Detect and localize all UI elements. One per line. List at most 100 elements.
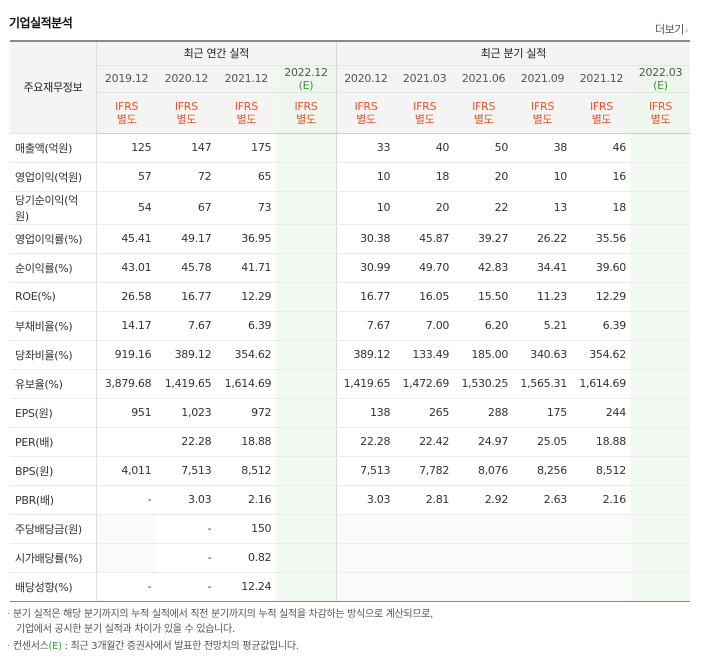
cell-annual: 354.62 bbox=[216, 340, 277, 370]
cell-quarter: 6.39 bbox=[571, 310, 631, 341]
ifrs-annual-1: IFRS 별도 bbox=[156, 92, 217, 134]
ifrs-annual-2-line2: 별도 bbox=[236, 112, 257, 126]
table-row: 주당배당금(원) -150 bbox=[10, 513, 690, 544]
period-annual-3-text: 2022.12 bbox=[284, 65, 328, 79]
period-quarter-2: 2021.06 bbox=[454, 65, 514, 93]
cell-quarter: 7.00 bbox=[395, 310, 455, 341]
period-quarter-3-text: 2021.09 bbox=[520, 72, 565, 85]
row-label: 배당성향(%) bbox=[10, 572, 97, 602]
period-quarter-1-text: 2021.03 bbox=[402, 72, 447, 85]
group-quarter-header: 최근 분기 실적 bbox=[335, 40, 690, 66]
ifrs-quarter-0-line2: 별도 bbox=[356, 112, 376, 126]
period-quarter-4: 2021.12 bbox=[571, 65, 631, 93]
period-quarter-5-text: 2022.03 bbox=[638, 65, 683, 79]
cell-annual: 150 bbox=[216, 513, 277, 544]
group-annual-header: 최근 연간 실적 bbox=[96, 40, 337, 66]
cell-quarter bbox=[630, 223, 690, 254]
cell-annual: 919.16 bbox=[96, 340, 157, 370]
cell-quarter: 33 bbox=[335, 133, 396, 163]
period-annual-3-estimate-mark: (E) bbox=[298, 78, 314, 92]
cell-quarter bbox=[630, 340, 690, 370]
ifrs-annual-2-line1: IFRS bbox=[234, 99, 258, 113]
cell-quarter: 138 bbox=[335, 397, 396, 428]
note-line1: 분기 실적은 해당 분기까지의 누적 실적에서 직전 분기까지의 누적 실적을 … bbox=[12, 609, 434, 620]
period-annual-3: 2022.12 (E) bbox=[276, 65, 337, 93]
cell-annual: 389.12 bbox=[156, 340, 217, 370]
cell-annual bbox=[276, 456, 337, 486]
cell-quarter: 1,530.25 bbox=[454, 369, 514, 399]
cell-annual: 36.95 bbox=[216, 223, 277, 254]
note-quarterly: · 분기 실적은 해당 분기까지의 누적 실적에서 직전 분기까지의 누적 실적을… bbox=[7, 608, 433, 621]
cell-annual: 49.17 bbox=[156, 223, 217, 254]
ifrs-quarter-3-line2: 별도 bbox=[532, 112, 553, 126]
cell-quarter: 13 bbox=[513, 191, 572, 225]
cell-annual: 1,614.69 bbox=[216, 369, 277, 399]
ifrs-quarter-5-line2: 별도 bbox=[650, 112, 671, 126]
ifrs-annual-3-line1: IFRS bbox=[294, 99, 318, 113]
row-label: 영업이익률(%) bbox=[10, 223, 97, 254]
row-label: BPS(원) bbox=[10, 456, 97, 486]
cell-annual: - bbox=[96, 485, 157, 515]
cell-annual: - bbox=[96, 572, 157, 602]
cell-annual bbox=[276, 397, 337, 428]
cell-quarter: 133.49 bbox=[395, 340, 455, 370]
cell-quarter: 354.62 bbox=[571, 340, 631, 370]
table-row: ROE(%) 26.58 16.77 12.29 16.77 16.05 15.50 11.2… bbox=[10, 282, 690, 312]
table-row: 영업이익률(%) 45.41 49.17 36.95 30.38 45.87 39.27 26… bbox=[10, 223, 690, 254]
more-link[interactable]: 더보기› bbox=[655, 21, 689, 37]
cell-annual: 3,879.68 bbox=[96, 369, 157, 399]
more-label[interactable]: 더보기 bbox=[655, 23, 684, 36]
period-quarter-2-text: 2021.06 bbox=[461, 72, 506, 85]
cell-quarter bbox=[513, 572, 572, 602]
cell-quarter: 34.41 bbox=[513, 253, 572, 283]
cell-quarter bbox=[630, 369, 690, 399]
cell-annual: 3.03 bbox=[156, 485, 217, 515]
cell-annual: 7,513 bbox=[156, 456, 217, 486]
cell-quarter: 35.56 bbox=[571, 223, 631, 254]
period-quarter-0: 2020.12 bbox=[335, 65, 396, 93]
cell-quarter bbox=[571, 572, 631, 602]
row-label: 순이익률(%) bbox=[10, 253, 97, 283]
section-title: 기업실적분석 bbox=[9, 16, 73, 30]
row-label: 매출액(억원) bbox=[10, 133, 97, 163]
cell-annual: 4,011 bbox=[96, 456, 157, 486]
cell-quarter: 22.42 bbox=[395, 427, 455, 457]
cell-quarter: 24.97 bbox=[454, 427, 514, 457]
cell-annual bbox=[96, 427, 157, 457]
row-header-label: 주요재무정보 bbox=[10, 40, 97, 134]
row-label: 부채비율(%) bbox=[10, 310, 97, 341]
cell-annual: 147 bbox=[156, 133, 217, 163]
table-row: 순이익률(%) 43.01 45.78 41.71 30.99 49.70 42.83 34.… bbox=[10, 253, 690, 283]
cell-annual: 45.41 bbox=[96, 223, 157, 254]
cell-quarter: 7.67 bbox=[335, 310, 396, 341]
cell-annual: 65 bbox=[216, 162, 277, 192]
cell-quarter: 39.60 bbox=[571, 253, 631, 283]
cell-quarter bbox=[571, 543, 631, 573]
period-quarter-5: 2022.03 (E) bbox=[630, 65, 690, 93]
cell-quarter bbox=[630, 456, 690, 486]
cell-annual: 175 bbox=[216, 133, 277, 163]
cell-quarter bbox=[630, 397, 690, 428]
cell-quarter bbox=[630, 282, 690, 312]
cell-annual bbox=[276, 223, 337, 254]
period-quarter-0-text: 2020.12 bbox=[344, 72, 388, 85]
cell-quarter: 8,076 bbox=[454, 456, 514, 486]
ifrs-quarter-4-line2: 별도 bbox=[591, 112, 612, 126]
period-quarter-1: 2021.03 bbox=[395, 65, 455, 93]
cell-annual: - bbox=[156, 572, 217, 602]
ifrs-quarter-1-line2: 별도 bbox=[414, 112, 435, 126]
cell-annual: - bbox=[156, 543, 217, 573]
cell-annual bbox=[276, 369, 337, 399]
cell-quarter: 18 bbox=[571, 191, 631, 225]
cell-quarter: 6.20 bbox=[454, 310, 514, 341]
cell-quarter: 11.23 bbox=[513, 282, 572, 312]
cell-quarter bbox=[454, 513, 514, 544]
table-row: 당기순이익(억원) 54 67 73 10 20 22 13 18 bbox=[10, 191, 690, 225]
table-row: 배당성향(%) - -12.24 bbox=[10, 572, 690, 602]
cell-quarter bbox=[513, 543, 572, 573]
cell-quarter: 8,256 bbox=[513, 456, 572, 486]
cell-quarter: 10 bbox=[335, 191, 396, 225]
cell-annual: 8,512 bbox=[216, 456, 277, 486]
ifrs-annual-0-line2: 별도 bbox=[116, 112, 137, 126]
cell-quarter bbox=[630, 572, 690, 602]
